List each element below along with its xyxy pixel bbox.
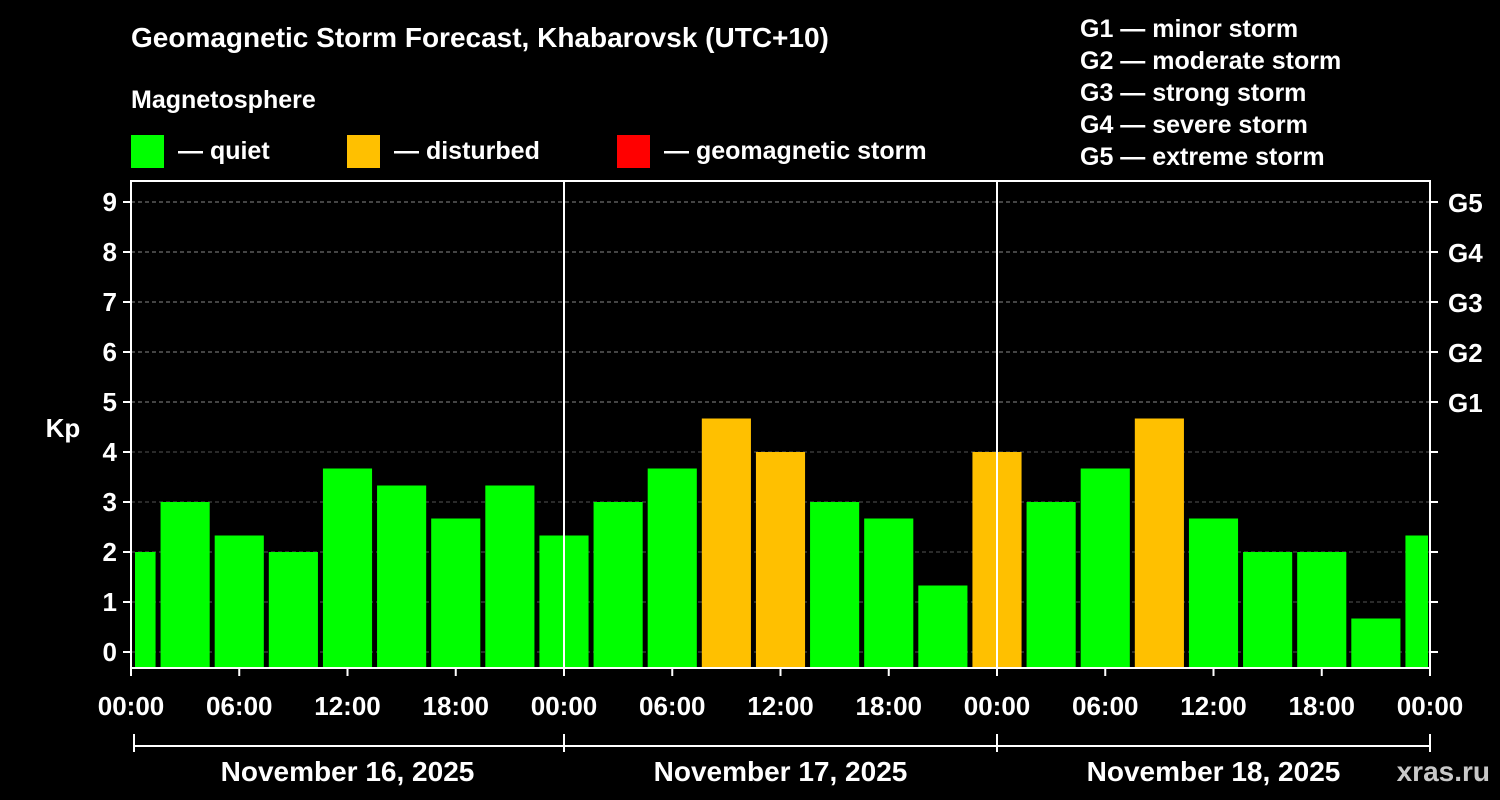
kp-bar-20 <box>1188 518 1239 668</box>
kp-bar-1 <box>160 502 210 668</box>
day-label-0: November 16, 2025 <box>221 756 475 787</box>
kp-bar-21 <box>1243 552 1293 668</box>
y-tick-label-7: 7 <box>103 287 117 317</box>
kp-bar-10 <box>647 468 697 668</box>
y-tick-label-8: 8 <box>103 237 117 267</box>
kp-bar-13 <box>810 502 860 668</box>
x-tick-label-6: 12:00 <box>747 691 814 721</box>
kp-bar-3 <box>268 552 318 668</box>
kp-bar-15 <box>918 585 968 668</box>
legend-item-storm: — geomagnetic storm <box>617 134 927 168</box>
x-tick-label-4: 00:00 <box>531 691 598 721</box>
kp-bar-18 <box>1080 468 1130 668</box>
x-tick-label-8: 00:00 <box>964 691 1031 721</box>
y-tick-label-3: 3 <box>103 487 117 517</box>
kp-bar-19 <box>1134 418 1184 668</box>
right-tick-label-g5: G5 <box>1448 188 1483 218</box>
y-tick-label-0: 0 <box>103 637 117 667</box>
x-tick-label-10: 12:00 <box>1180 691 1247 721</box>
storm-scale-g4: G4 — severe storm <box>1080 111 1308 139</box>
kp-bar-6 <box>431 518 481 668</box>
right-tick-label-g4: G4 <box>1448 238 1483 268</box>
kp-bar-12 <box>755 452 806 668</box>
kp-bar-2 <box>214 535 264 668</box>
kp-bar-7 <box>485 485 535 668</box>
y-tick-label-5: 5 <box>103 387 117 417</box>
legend-item-quiet: — quiet <box>131 134 270 168</box>
kp-bar-24 <box>1405 535 1428 668</box>
kp-bar-23 <box>1351 618 1401 668</box>
storm-scale-g1: G1 — minor storm <box>1080 15 1299 43</box>
y-tick-label-2: 2 <box>103 537 117 567</box>
x-tick-label-12: 00:00 <box>1397 691 1464 721</box>
watermark: xras.ru <box>1396 756 1490 787</box>
x-tick-label-5: 06:00 <box>639 691 706 721</box>
x-tick-label-9: 06:00 <box>1072 691 1139 721</box>
kp-bar-4 <box>322 468 373 668</box>
chart-title: Geomagnetic Storm Forecast, Khabarovsk (… <box>131 22 829 53</box>
storm-scale-g5: G5 — extreme storm <box>1080 143 1325 171</box>
kp-bar-22 <box>1297 552 1347 668</box>
kp-bar-17 <box>1026 502 1076 668</box>
x-tick-label-1: 06:00 <box>206 691 273 721</box>
x-tick-label-11: 18:00 <box>1289 691 1356 721</box>
day-label-1: November 17, 2025 <box>654 756 908 787</box>
legend-swatch-disturbed <box>347 134 380 168</box>
kp-bar-14 <box>864 518 914 668</box>
legend-label-storm: — geomagnetic storm <box>664 136 927 165</box>
legend-swatch-quiet <box>131 134 164 168</box>
kp-bar-9 <box>593 502 643 668</box>
y-tick-label-6: 6 <box>103 337 117 367</box>
kp-bar-5 <box>377 485 427 668</box>
x-tick-label-3: 18:00 <box>423 691 490 721</box>
storm-scale-g3: G3 — strong storm <box>1080 79 1307 107</box>
right-tick-label-g2: G2 <box>1448 338 1483 368</box>
legend-swatch-storm <box>617 134 650 168</box>
right-tick-label-g3: G3 <box>1448 288 1483 318</box>
right-tick-label-g1: G1 <box>1448 388 1483 418</box>
x-tick-label-7: 18:00 <box>856 691 923 721</box>
y-tick-label-1: 1 <box>103 587 117 617</box>
legend-item-disturbed: — disturbed <box>347 134 540 168</box>
day-label-2: November 18, 2025 <box>1087 756 1341 787</box>
y-axis-label: Kp <box>46 413 81 443</box>
chart-subtitle: Magnetosphere <box>131 86 316 114</box>
storm-scale-g2: G2 — moderate storm <box>1080 47 1342 75</box>
kp-bar-11 <box>701 418 751 668</box>
legend-label-disturbed: — disturbed <box>394 136 540 165</box>
y-tick-label-4: 4 <box>103 437 118 467</box>
kp-bar-0 <box>135 552 156 668</box>
x-tick-label-2: 12:00 <box>314 691 381 721</box>
legend-label-quiet: — quiet <box>178 136 270 165</box>
y-tick-label-9: 9 <box>103 187 117 217</box>
x-tick-label-0: 00:00 <box>98 691 165 721</box>
